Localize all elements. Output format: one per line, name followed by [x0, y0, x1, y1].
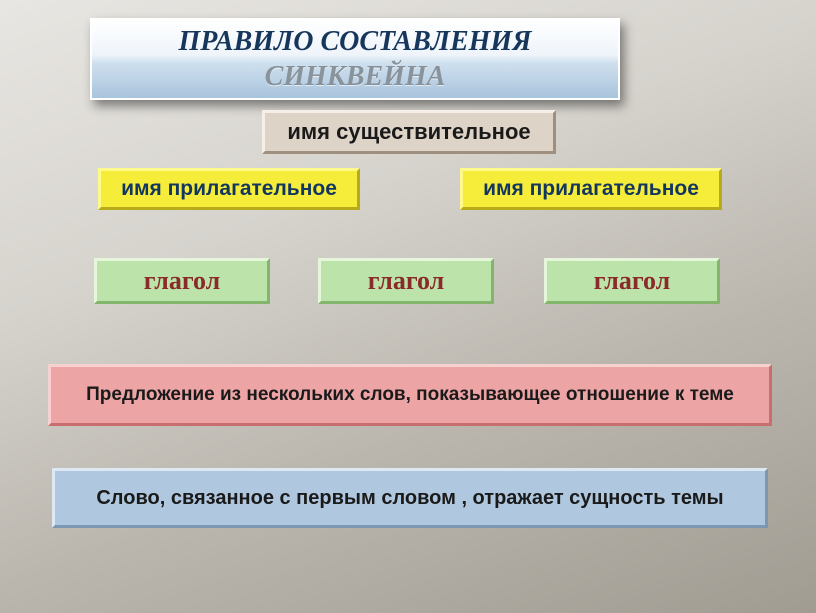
- adjective-box-2: имя прилагательное: [460, 168, 722, 210]
- title-line-2: СИНКВЕЙНА: [179, 59, 532, 94]
- title-banner: ПРАВИЛО СОСТАВЛЕНИЯ СИНКВЕЙНА: [90, 18, 620, 100]
- sentence-box: Предложение из нескольких слов, показыва…: [48, 364, 772, 426]
- verb-box-2: глагол: [318, 258, 494, 304]
- synonym-box: Слово, связанное с первым словом , отраж…: [52, 468, 768, 528]
- verb-box-3: глагол: [544, 258, 720, 304]
- noun-box: имя существительное: [262, 110, 556, 154]
- verb-box-1: глагол: [94, 258, 270, 304]
- adjective-box-1: имя прилагательное: [98, 168, 360, 210]
- title-line-1: ПРАВИЛО СОСТАВЛЕНИЯ: [179, 26, 532, 57]
